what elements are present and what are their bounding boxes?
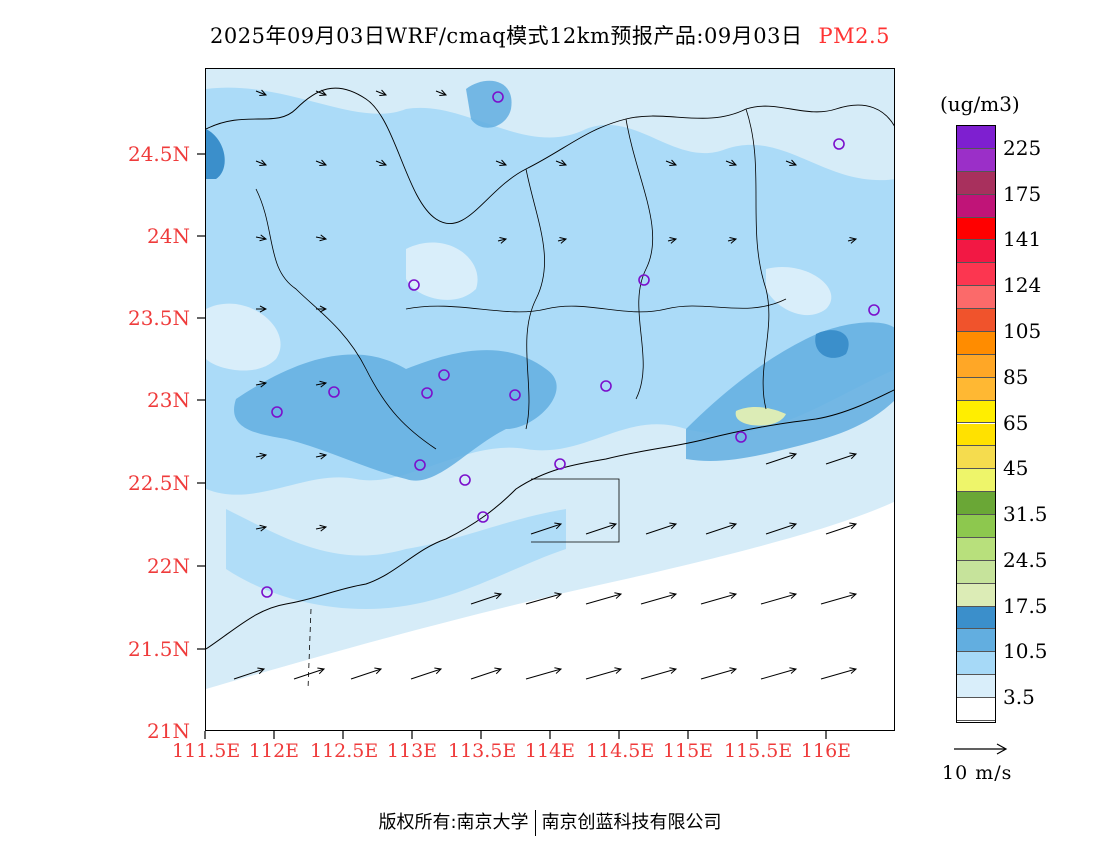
colorbar-segment — [957, 698, 995, 721]
footer-separator — [534, 810, 536, 836]
colorbar-segment — [957, 583, 995, 607]
lat-label: 23.5N — [127, 306, 190, 330]
coastline — [206, 389, 894, 650]
colorbar-segment — [957, 492, 995, 516]
colorbar-segment — [957, 675, 995, 699]
colorbar-segment — [957, 560, 995, 584]
colorbar-segment — [957, 194, 995, 218]
lon-label: 113.5E — [448, 740, 517, 762]
colorbar-segment — [957, 652, 995, 676]
colorbar-label: 225 — [1003, 135, 1042, 160]
colorbar-label: 141 — [1003, 227, 1042, 252]
pm-band-mid-east — [686, 322, 894, 461]
pm-band-mid — [234, 350, 557, 481]
colorbar-segment — [957, 217, 995, 241]
pm-patch-mid-north — [466, 80, 512, 128]
city-boundary-2 — [525, 168, 545, 430]
colorbar-segment — [957, 446, 995, 470]
city-boundary-3 — [625, 118, 654, 400]
forecast-map[interactable] — [205, 68, 895, 731]
colorbar-label: 124 — [1003, 273, 1042, 298]
colorbar-segment — [957, 400, 995, 424]
lon-label: 113E — [386, 740, 438, 762]
lon-label: 116E — [800, 740, 852, 762]
pm-patch-light-1 — [206, 303, 281, 371]
footer-right: 南京创蓝科技有限公司 — [541, 812, 722, 833]
lat-label: 24.5N — [127, 142, 190, 166]
province-boundary — [206, 87, 894, 225]
pm-band-10b — [226, 509, 566, 609]
colorbar-segment — [957, 629, 995, 653]
colorbar-segment — [957, 309, 995, 332]
colorbar-unit: (ug/m3) — [940, 92, 1020, 116]
lon-label: 111.5E — [172, 740, 241, 762]
colorbar-label: 175 — [1003, 181, 1042, 206]
colorbar-segment — [957, 377, 995, 401]
colorbar-segment — [957, 331, 995, 355]
wind-arrows — [233, 91, 856, 680]
colorbar-segment — [957, 171, 995, 195]
wind-reference-label: 10 m/s — [942, 762, 1013, 784]
lat-label: 22.5N — [127, 471, 190, 495]
hk-box — [531, 478, 620, 543]
pm-patch-mid-west — [206, 129, 225, 179]
lon-label: 115.5E — [724, 740, 793, 762]
station-markers — [261, 91, 880, 598]
colorbar-label: 3.5 — [1003, 685, 1035, 710]
lat-label: 21.5N — [127, 637, 190, 661]
lat-label: 22N — [147, 554, 190, 578]
chart-title: 2025年09月03日WRF/cmaq模式12km预报产品:09月03日 PM2.… — [0, 20, 1100, 50]
title-main: 2025年09月03日WRF/cmaq模式12km预报产品:09月03日 — [210, 24, 803, 48]
lat-label: 21N — [147, 719, 190, 743]
city-boundary-5 — [745, 108, 770, 410]
colorbar-label: 17.5 — [1003, 593, 1048, 618]
lon-label: 114E — [524, 740, 576, 762]
colorbar-segment — [957, 240, 995, 264]
colorbar-segment — [957, 148, 995, 172]
colorbar-segment — [957, 354, 995, 378]
colorbar-label: 31.5 — [1003, 502, 1048, 527]
colorbar-label: 85 — [1003, 364, 1029, 389]
colorbar-segment — [957, 263, 995, 287]
colorbar — [956, 125, 996, 723]
colorbar-segment — [957, 537, 995, 561]
lon-label: 112.5E — [310, 740, 379, 762]
colorbar-label: 65 — [1003, 410, 1029, 435]
title-species: PM2.5 — [818, 24, 890, 48]
lat-label: 23N — [147, 388, 190, 412]
wind-reference-arrow — [954, 743, 1008, 755]
lat-label: 24N — [147, 224, 190, 248]
lon-label: 115E — [662, 740, 714, 762]
lon-label: 114.5E — [586, 740, 655, 762]
colorbar-segment — [957, 469, 995, 493]
colorbar-segment — [957, 286, 995, 310]
pm-patch-light-2 — [406, 242, 478, 300]
colorbar-segment — [957, 606, 995, 630]
map-field — [206, 80, 894, 730]
copyright-footer: 版权所有:南京大学 南京创蓝科技有限公司 — [0, 808, 1100, 836]
colorbar-label: 10.5 — [1003, 639, 1048, 664]
city-boundary-4 — [405, 298, 787, 313]
colorbar-segment — [957, 515, 995, 538]
colorbar-label: 24.5 — [1003, 547, 1048, 572]
city-boundary-1 — [255, 188, 437, 450]
colorbar-segment — [957, 126, 995, 149]
footer-left: 版权所有:南京大学 — [378, 812, 529, 833]
colorbar-label: 105 — [1003, 318, 1042, 343]
lon-label: 112E — [248, 740, 300, 762]
pm-patch-mid-e2 — [815, 330, 849, 358]
colorbar-label: 45 — [1003, 456, 1029, 481]
pm-patch-light-3 — [766, 267, 832, 316]
pm-hotspot — [735, 407, 786, 426]
colorbar-segment — [957, 423, 995, 447]
sea-boundary — [307, 608, 312, 690]
